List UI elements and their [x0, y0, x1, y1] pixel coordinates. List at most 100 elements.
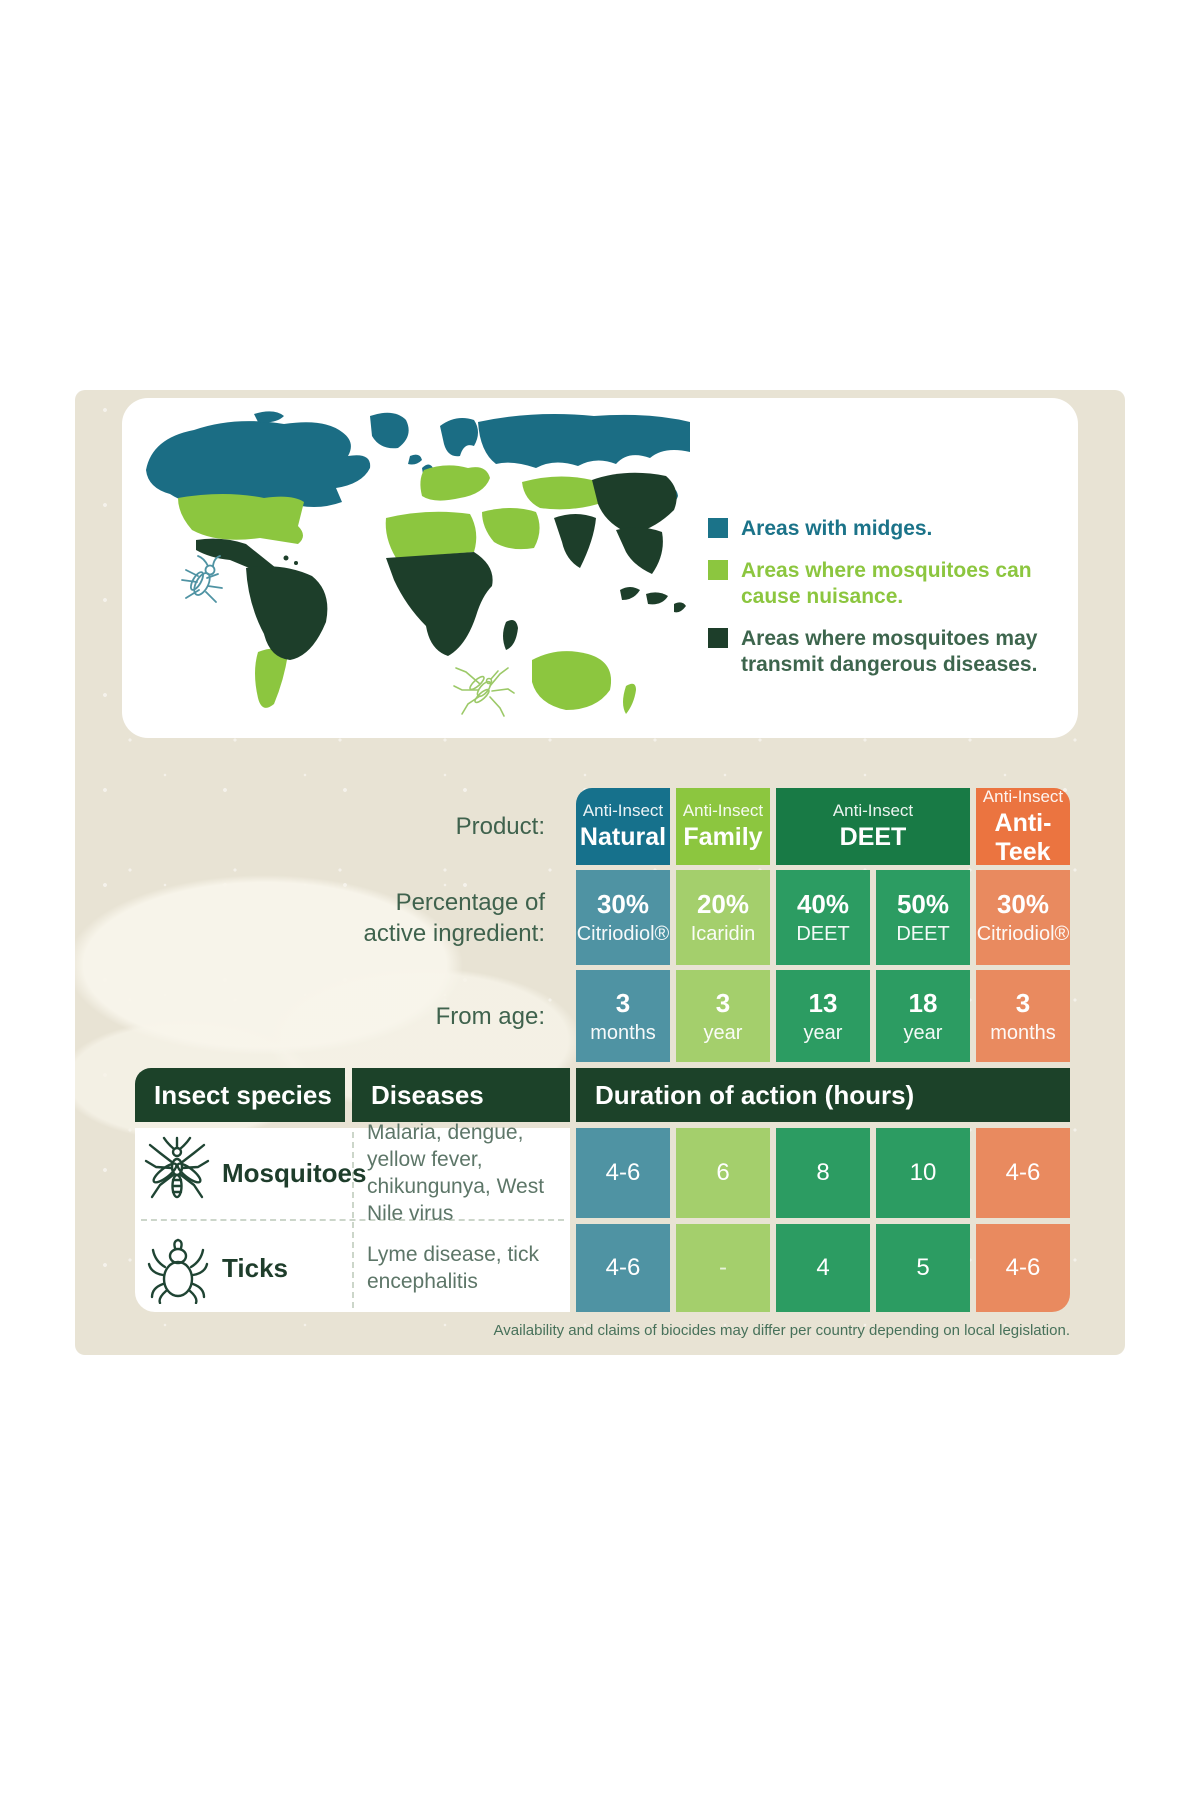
species-name: Ticks — [222, 1252, 289, 1283]
product-name: DEET — [839, 823, 907, 851]
age-unit: year — [803, 1021, 843, 1044]
product-brand: Anti-Insect — [582, 801, 664, 820]
diseases-ticks: Lyme disease, tick encephalitis — [367, 1224, 547, 1312]
product-header-family: Anti-Insect Family — [676, 788, 770, 865]
product-header-deet: Anti-Insect DEET — [776, 788, 970, 865]
age-unit: months — [590, 1021, 656, 1044]
duration-value: 4-6 — [605, 1159, 641, 1186]
duration-value: 10 — [909, 1159, 937, 1186]
duration-mosquitoes-deet50: 10 — [876, 1128, 970, 1218]
age-value: 3 — [615, 987, 631, 1018]
row-label-product: Product: — [75, 788, 545, 865]
percent-value: 50% — [896, 889, 950, 919]
header-duration-text: Duration of action (hours) — [595, 1079, 915, 1110]
age-cell-deet40: 13 year — [776, 970, 870, 1062]
header-duration: Duration of action (hours) — [576, 1068, 1070, 1122]
product-name: Family — [683, 823, 763, 851]
header-diseases-text: Diseases — [371, 1079, 484, 1110]
ingredient-name: DEET — [896, 923, 950, 945]
ingredient-name: DEET — [796, 923, 850, 945]
duration-value: - — [719, 1254, 727, 1281]
product-brand: Anti-Insect — [982, 786, 1064, 806]
map-nuisance-areas — [178, 465, 636, 714]
percentage-cell-natural: 30% Citriodiol® — [576, 870, 670, 965]
map-legend: Areas with midges. Areas where mosquitoe… — [708, 516, 1038, 694]
footnote: Availability and claims of biocides may … — [493, 1322, 1070, 1339]
product-header-anti-teek: Anti-Insect Anti-Teek — [976, 786, 1070, 866]
header-insect-species-text: Insect species — [154, 1079, 332, 1110]
product-name: Anti-Teek — [994, 808, 1052, 866]
diseases-text: Malaria, dengue, yellow fever, chikungun… — [367, 1121, 545, 1225]
ingredient-name: Icaridin — [690, 923, 756, 945]
mosquito-icon — [144, 1136, 210, 1199]
diseases-mosquitoes: Malaria, dengue, yellow fever, chikungun… — [367, 1121, 567, 1225]
duration-value: 4 — [816, 1254, 830, 1281]
duration-value: 6 — [716, 1159, 730, 1186]
product-brand: Anti-Insect — [832, 801, 914, 820]
percent-value: 30% — [596, 889, 650, 919]
ingredient-name: Citriodiol® — [976, 923, 1070, 945]
duration-mosquitoes-natural: 4-6 — [576, 1128, 670, 1218]
legend-item-midges: Areas with midges. — [708, 516, 1038, 542]
age-cell-natural: 3 months — [576, 970, 670, 1062]
duration-value: 5 — [916, 1254, 930, 1281]
species-name: Mosquitoes — [222, 1157, 367, 1188]
legend-swatch-disease — [708, 628, 728, 648]
age-value: 13 — [808, 987, 838, 1018]
mosquito-sketch-icon — [453, 667, 515, 717]
ingredient-name: Citriodiol® — [576, 923, 670, 945]
midge-sketch-icon — [181, 555, 223, 603]
age-value: 3 — [715, 987, 731, 1018]
legend-item-disease: Areas where mosquitoes may transmit dang… — [708, 626, 1038, 678]
world-map — [146, 411, 690, 714]
age-unit: year — [703, 1021, 743, 1044]
duration-value: 8 — [816, 1159, 830, 1186]
legend-item-nuisance: Areas where mosquitoes can cause nuisanc… — [708, 558, 1038, 610]
duration-ticks-natural: 4-6 — [576, 1224, 670, 1312]
row-label-percentage-line1: Percentage of — [395, 888, 545, 916]
product-brand: Anti-Insect — [682, 801, 764, 820]
duration-ticks-deet40: 4 — [776, 1224, 870, 1312]
age-value: 3 — [1015, 987, 1031, 1018]
age-cell-deet50: 18 year — [876, 970, 970, 1062]
row-label-product-text: Product: — [455, 813, 545, 840]
legend-label-disease: Areas where mosquitoes may transmit dang… — [741, 627, 1038, 676]
row-label-percentage: Percentage of active ingredient: — [75, 870, 545, 965]
map-panel: Areas with midges. Areas where mosquitoe… — [122, 398, 1078, 738]
header-diseases: Diseases — [352, 1068, 570, 1122]
age-unit: year — [903, 1021, 943, 1044]
row-label-from-age: From age: — [75, 970, 545, 1062]
duration-mosquitoes-anti-teek: 4-6 — [976, 1128, 1070, 1218]
duration-ticks-deet50: 5 — [876, 1224, 970, 1312]
product-name: Natural — [579, 823, 667, 851]
percent-value: 40% — [796, 889, 850, 919]
percent-value: 20% — [696, 889, 750, 919]
rows-divider — [141, 1219, 564, 1221]
age-cell-family: 3 year — [676, 970, 770, 1062]
duration-value: 4-6 — [1005, 1254, 1041, 1281]
map-disease-areas — [196, 472, 686, 660]
duration-mosquitoes-family: 6 — [676, 1128, 770, 1218]
age-value: 18 — [908, 987, 938, 1018]
legend-swatch-midges — [708, 518, 728, 538]
header-insect-species: Insect species — [135, 1068, 345, 1122]
legend-swatch-nuisance — [708, 560, 728, 580]
product-header-natural: Anti-Insect Natural — [576, 788, 670, 865]
legend-label-nuisance: Areas where mosquitoes can cause nuisanc… — [741, 559, 1032, 608]
percentage-cell-family: 20% Icaridin — [676, 870, 770, 965]
duration-value: 4-6 — [1005, 1159, 1041, 1186]
percentage-cell-anti-teek: 30% Citriodiol® — [976, 870, 1070, 965]
infographic-card: Areas with midges. Areas where mosquitoe… — [75, 390, 1125, 1355]
species-label-ticks: Ticks — [222, 1224, 288, 1312]
percent-value: 30% — [996, 889, 1050, 919]
duration-ticks-anti-teek: 4-6 — [976, 1224, 1070, 1312]
species-label-mosquitoes: Mosquitoes — [222, 1128, 366, 1218]
age-unit: months — [990, 1021, 1056, 1044]
duration-ticks-family: - — [676, 1224, 770, 1312]
age-cell-anti-teek: 3 months — [976, 970, 1070, 1062]
tick-icon — [147, 1238, 209, 1304]
percentage-cell-deet50: 50% DEET — [876, 870, 970, 965]
duration-mosquitoes-deet40: 8 — [776, 1128, 870, 1218]
diseases-text: Lyme disease, tick encephalitis — [367, 1243, 539, 1293]
